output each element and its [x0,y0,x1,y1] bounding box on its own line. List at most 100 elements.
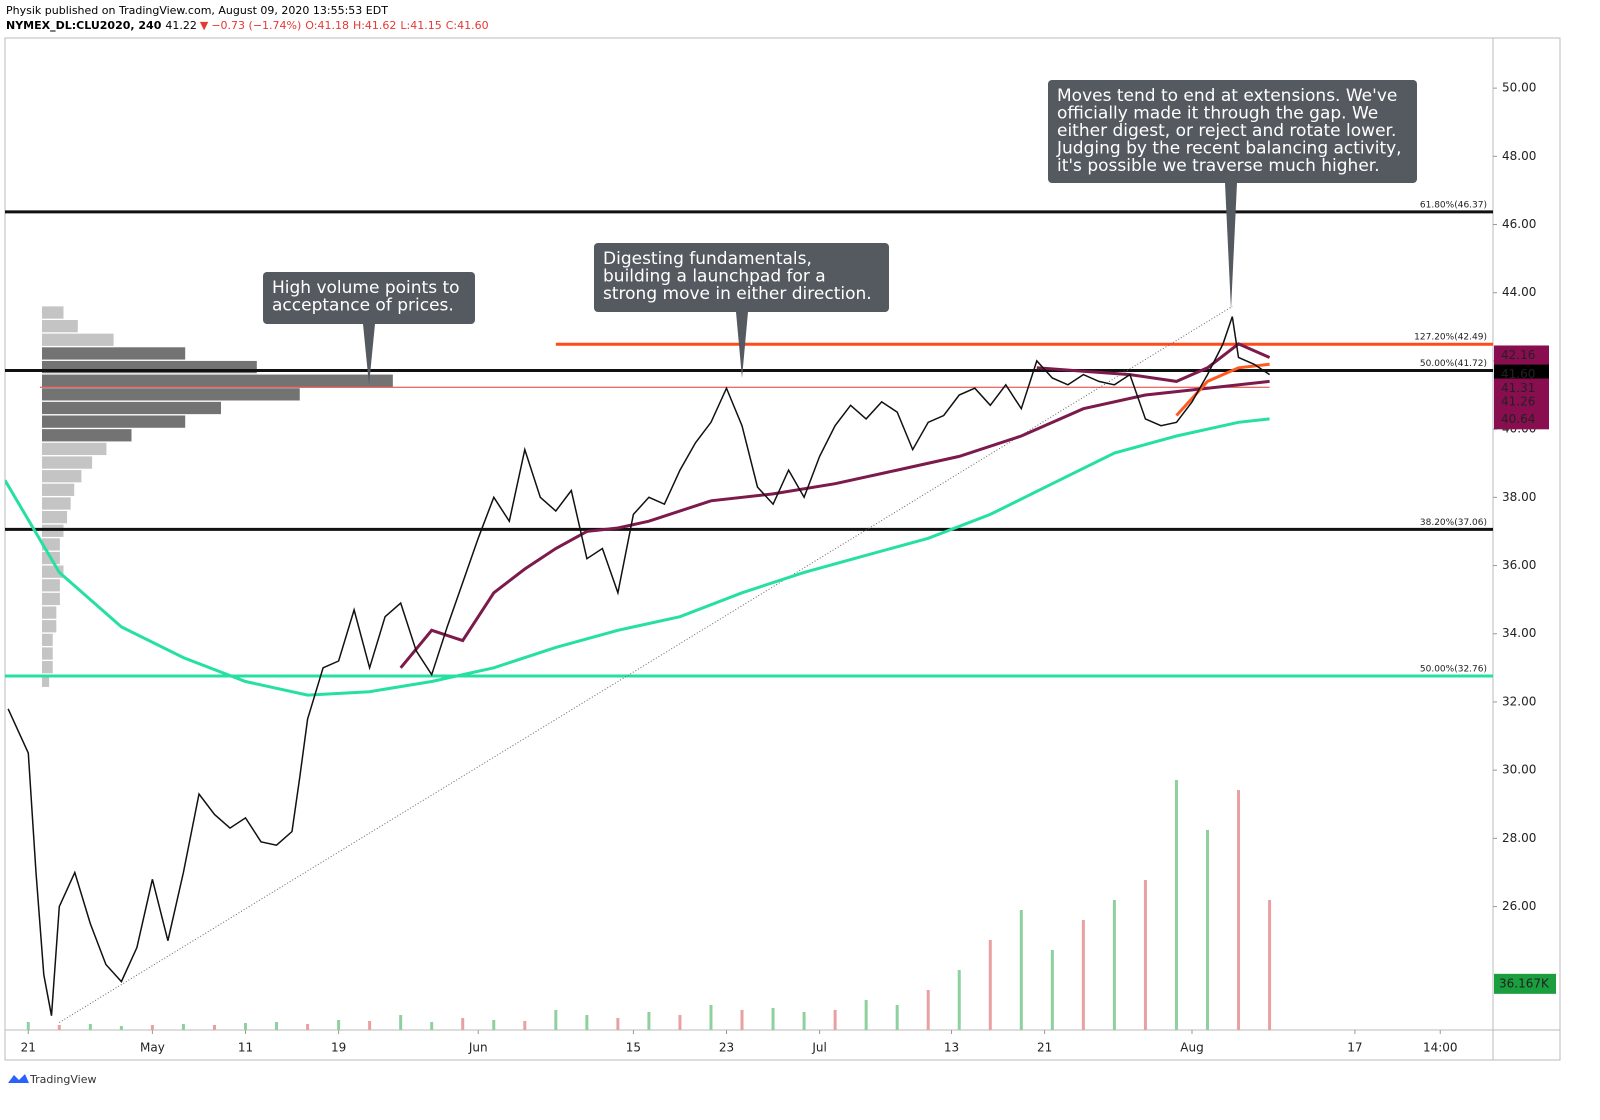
price-label-box [1494,345,1549,366]
price-label: 41.60 [1501,367,1535,381]
x-tick-label: Jun [468,1041,488,1055]
volume-profile-bar [42,374,393,387]
callout-text: Judging by the recent balancing activity… [1056,139,1402,159]
volume-bar [988,940,992,1030]
volume-bar [1019,910,1023,1030]
trendline [59,305,1233,1023]
volume-bar [523,1021,527,1030]
volume-profile-bar [42,647,53,660]
volume-bar [337,1020,341,1030]
volume-profile-bar [42,470,82,483]
moving-average [5,417,1270,697]
y-tick-label: 30.00 [1502,763,1536,777]
callout-text: it's possible we traverse much higher. [1057,156,1380,176]
last: 41.22 [165,19,197,32]
x-tick-label: 21 [1037,1041,1052,1055]
volume-bar [275,1022,279,1030]
volume-profile-bar [42,510,68,524]
y-tick-label: 34.00 [1502,626,1536,640]
volume-profile-bar [42,401,221,415]
volume-bar [399,1015,403,1030]
callout-text: Moves tend to end at extensions. We've [1057,86,1397,106]
volume-bar [895,1005,899,1030]
volume-bar [616,1018,620,1030]
publisher: Physik published on TradingView.com, Aug… [6,4,388,17]
volume-bar [864,1000,868,1030]
volume-profile-bar [42,442,107,456]
y-tick-label: 50.00 [1502,81,1536,95]
volume-profile-bar [42,388,300,401]
y-tick-label: 38.00 [1502,490,1536,504]
price-label-box [1494,409,1549,430]
volume-bar [244,1023,248,1030]
volume-bar [26,1022,30,1030]
moving-average [1036,342,1271,383]
moving-average [399,379,1270,669]
volume-profile-bar [42,538,60,551]
callout-text: either digest, or reject and rotate lowe… [1057,121,1396,141]
volume-profile-bar [42,306,64,319]
volume-bar [1143,880,1147,1030]
volume-bar [833,1010,837,1030]
volume-profile-bar [42,661,53,674]
volume-profile-bar [42,483,75,496]
price-line [7,316,1271,1016]
volume-bar [554,1010,558,1030]
volume-bar [181,1024,185,1030]
y-tick-label: 36.00 [1502,558,1536,572]
volume-bar [430,1022,434,1030]
symbol: NYMEX_DL:CLU2020, 240 [6,19,162,32]
volume-bar [1081,920,1085,1030]
price-label-box [1494,392,1549,413]
x-tick-label: Jul [811,1041,826,1055]
brand: TradingView [29,1073,96,1086]
volume-bar [119,1026,123,1030]
high: H:41.62 [353,19,396,32]
volume-bar [802,1012,806,1030]
price-label: 41.31 [1501,381,1535,395]
volume-bar [212,1025,216,1030]
level-label: 61.80%(46.37) [1420,200,1487,210]
x-tick-label: 23 [719,1041,734,1055]
volume-bar [1268,900,1272,1030]
x-tick-label: 17 [1347,1041,1362,1055]
change: −0.73 (−1.74%) [211,19,301,32]
price-label: 42.16 [1501,348,1535,362]
volume-bar [1112,900,1116,1030]
x-tick-label: 13 [944,1041,959,1055]
plot [5,210,1493,1030]
volume-profile-bar [42,347,186,360]
volume-profile-bar [42,592,60,606]
volume-bar [1174,780,1178,1030]
level-label: 38.20%(37.06) [1420,518,1487,528]
y-tick-label: 44.00 [1502,285,1536,299]
callout-pointer [736,312,748,378]
volume-profile-bar [42,606,57,619]
volume-profile-bar [42,674,50,687]
volume-label-box [1494,973,1556,994]
volume-label: 36.167K [1499,976,1550,990]
volume-profile-bar [42,429,132,442]
volume-bar [150,1025,154,1030]
volume-bar [771,1008,775,1030]
callout-box [594,243,889,312]
frame [4,37,1561,1061]
volume-bar [926,990,930,1030]
moving-average [1175,362,1270,417]
volume-profile-bar [42,456,93,469]
volume-profile-bar [42,320,78,333]
callout-text: Digesting fundamentals, [603,249,812,269]
x-tick-label: 14:00 [1423,1041,1458,1055]
low: L:41.15 [400,19,441,32]
volume-bar [461,1018,465,1030]
volume-bar [585,1015,589,1030]
volume-bar [368,1021,372,1030]
volume-bar [709,1005,713,1030]
callout-pointer [1225,183,1237,310]
x-tick-label: May [140,1041,165,1055]
volume-profile-bar [42,415,186,428]
x-tick-label: 11 [238,1041,253,1055]
logo-icon [8,1074,29,1083]
volume-bar [88,1024,92,1030]
